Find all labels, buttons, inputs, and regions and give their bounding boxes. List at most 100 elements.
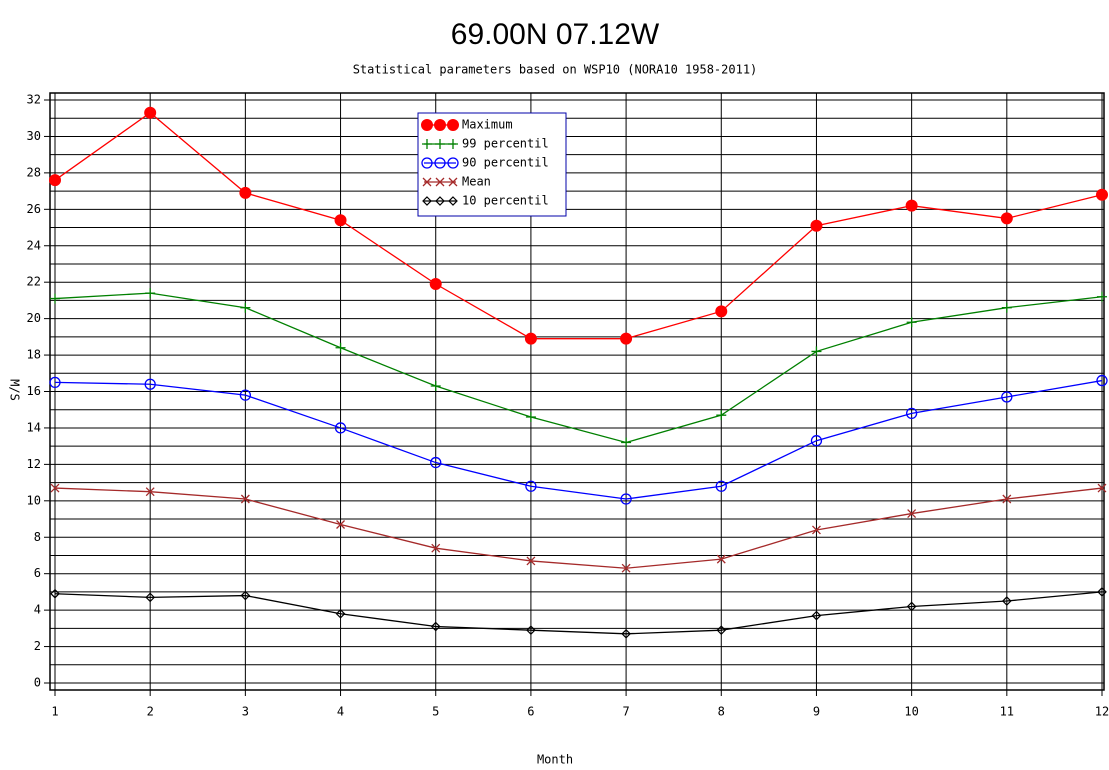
marker-shape	[430, 456, 442, 469]
data-point	[49, 376, 61, 389]
data-point	[1097, 291, 1107, 302]
y-tick-label: 16	[27, 384, 41, 398]
data-point	[1096, 374, 1108, 387]
data-point	[239, 186, 252, 199]
data-point	[810, 219, 823, 232]
marker-shape	[905, 407, 918, 420]
marker-shape	[811, 610, 822, 621]
data-point	[1097, 587, 1107, 597]
legend-marker	[421, 119, 433, 131]
marker-shape	[906, 601, 917, 612]
marker-shape	[447, 157, 459, 169]
x-axis-label: Month	[537, 753, 573, 767]
marker-shape	[435, 177, 445, 187]
data-point	[144, 378, 156, 390]
data-point	[430, 621, 441, 632]
marker-shape	[621, 563, 631, 573]
y-tick-label: 30	[27, 129, 41, 143]
y-tick-label: 12	[27, 457, 41, 471]
y-tick-label: 6	[34, 566, 41, 580]
legend-marker	[448, 139, 458, 149]
data-point	[1000, 212, 1013, 225]
marker-shape	[621, 628, 631, 639]
data-point	[526, 625, 536, 636]
y-tick-label: 4	[34, 603, 41, 617]
marker-shape	[525, 480, 537, 492]
marker-shape	[447, 119, 459, 131]
marker-shape	[525, 412, 536, 423]
x-tick-label: 3	[242, 705, 249, 719]
chart-subtitle: Statistical parameters based on WSP10 (N…	[353, 63, 758, 77]
marker-shape	[421, 119, 433, 131]
marker-shape	[715, 305, 728, 318]
marker-shape	[716, 410, 727, 421]
marker-shape	[334, 214, 347, 227]
marker-shape	[422, 139, 432, 149]
x-tick-label: 8	[718, 705, 725, 719]
marker-shape	[144, 378, 156, 390]
marker-shape	[448, 196, 458, 206]
marker-shape	[715, 480, 727, 492]
y-tick-label: 18	[27, 348, 41, 362]
data-point	[620, 493, 632, 505]
data-point	[715, 305, 728, 318]
x-tick-label: 5	[432, 705, 439, 719]
y-tick-label: 8	[34, 530, 41, 544]
data-point	[524, 332, 537, 345]
data-point	[621, 628, 631, 639]
marker-shape	[716, 554, 726, 564]
y-tick-label: 26	[27, 202, 41, 216]
marker-shape	[716, 625, 727, 636]
data-point	[50, 293, 60, 304]
legend-label: 10 percentil	[462, 194, 549, 208]
marker-shape	[50, 588, 60, 599]
y-tick-label: 2	[34, 639, 41, 653]
marker-shape	[1002, 494, 1012, 504]
data-point	[334, 214, 347, 227]
data-point	[905, 407, 918, 420]
marker-shape	[49, 376, 61, 389]
x-tick-label: 10	[904, 705, 918, 719]
data-point	[1097, 483, 1107, 493]
data-point	[811, 346, 822, 357]
marker-shape	[1000, 212, 1013, 225]
series-line	[54, 292, 1103, 444]
marker-shape	[448, 139, 458, 149]
data-point	[811, 610, 822, 621]
marker-shape	[1097, 587, 1107, 597]
marker-shape	[239, 186, 252, 199]
marker-shape	[422, 196, 432, 206]
marker-shape	[335, 342, 346, 353]
data-point	[525, 480, 537, 492]
legend-marker	[434, 119, 446, 131]
data-point	[336, 520, 346, 529]
data-point	[1096, 188, 1108, 201]
data-point	[716, 554, 726, 564]
legend-marker	[448, 177, 458, 187]
data-point	[145, 487, 155, 497]
data-point	[430, 381, 441, 392]
marker-shape	[1097, 483, 1107, 493]
marker-shape	[145, 288, 156, 299]
x-tick-label: 1	[51, 705, 58, 719]
marker-shape	[50, 483, 60, 493]
marker-shape	[334, 422, 347, 434]
marker-shape	[240, 590, 251, 601]
y-tick-label: 22	[27, 275, 41, 289]
legend-label: 99 percentil	[462, 137, 549, 151]
marker-shape	[1096, 374, 1108, 387]
marker-shape	[49, 174, 61, 187]
marker-shape	[1001, 302, 1012, 313]
data-point	[906, 601, 917, 612]
y-tick-label: 0	[34, 676, 41, 690]
data-point	[240, 302, 251, 313]
x-tick-label: 12	[1095, 705, 1109, 719]
y-tick-label: 10	[27, 493, 41, 507]
marker-shape	[429, 278, 442, 291]
legend-marker	[434, 157, 446, 169]
y-tick-label: 20	[27, 311, 41, 325]
data-point	[239, 389, 252, 401]
legend-label: 90 percentil	[462, 156, 549, 170]
legend-marker	[447, 157, 459, 169]
